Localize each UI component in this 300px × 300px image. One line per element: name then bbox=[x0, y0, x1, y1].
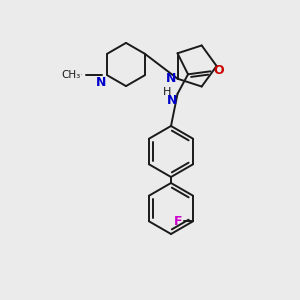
Text: N: N bbox=[167, 94, 177, 107]
Text: N: N bbox=[95, 76, 106, 89]
Text: N: N bbox=[80, 74, 81, 75]
Text: N: N bbox=[166, 72, 176, 85]
Text: H: H bbox=[163, 87, 171, 97]
Text: O: O bbox=[213, 64, 224, 77]
Text: F: F bbox=[174, 215, 183, 228]
Text: CH₃: CH₃ bbox=[61, 70, 80, 80]
